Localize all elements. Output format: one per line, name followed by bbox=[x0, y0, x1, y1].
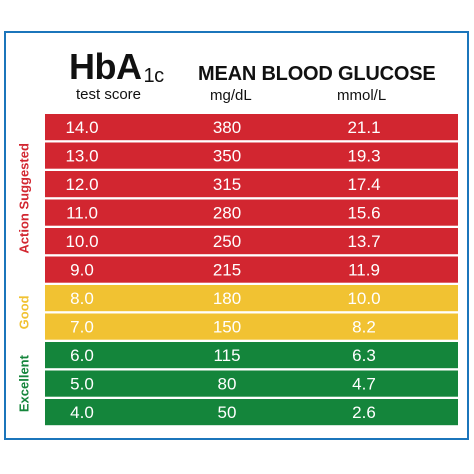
mmol-value: 19.3 bbox=[347, 147, 380, 166]
mmol-value: 2.6 bbox=[352, 403, 376, 422]
mmol-value: 4.7 bbox=[352, 375, 376, 394]
table-row bbox=[45, 171, 458, 198]
mmol-value: 11.9 bbox=[348, 261, 380, 280]
mmol-value: 13.7 bbox=[347, 232, 380, 251]
hba1c-title: HbA 1c bbox=[69, 46, 165, 87]
hba1c-value: 13.0 bbox=[65, 147, 98, 166]
mmoll-unit-label: mmol/L bbox=[337, 87, 387, 104]
table-row bbox=[45, 313, 458, 340]
table-row bbox=[45, 256, 458, 283]
mgdl-value: 280 bbox=[213, 204, 241, 223]
hba1c-value: 4.0 bbox=[70, 403, 94, 422]
hba1c-value: 7.0 bbox=[70, 318, 94, 337]
mmol-value: 6.3 bbox=[352, 346, 376, 365]
mmol-value: 15.6 bbox=[347, 204, 380, 223]
mmol-value: 10.0 bbox=[347, 289, 380, 308]
mgdl-value: 80 bbox=[218, 375, 237, 394]
mmol-value: 21.1 bbox=[347, 118, 380, 137]
table-row bbox=[45, 370, 458, 397]
mgdl-value: 115 bbox=[213, 346, 240, 365]
mmol-value: 17.4 bbox=[347, 175, 380, 194]
hba1c-value: 14.0 bbox=[65, 118, 98, 137]
mgdl-value: 350 bbox=[213, 147, 241, 166]
table-row bbox=[45, 228, 458, 255]
table-row bbox=[45, 399, 458, 426]
hba1c-value: 11.0 bbox=[66, 204, 98, 223]
hba1c-value: 9.0 bbox=[70, 261, 94, 280]
table-row bbox=[45, 114, 458, 141]
hba1c-value: 10.0 bbox=[65, 232, 98, 251]
mgdl-value: 250 bbox=[213, 232, 241, 251]
mgdl-value: 215 bbox=[213, 261, 241, 280]
table-row bbox=[45, 285, 458, 312]
category-label: Action Suggested bbox=[17, 143, 32, 254]
mgdl-value: 150 bbox=[213, 318, 241, 337]
category-label: Excellent bbox=[17, 354, 32, 412]
hba1c-title-sub: 1c bbox=[143, 65, 165, 87]
mean-blood-glucose-header: MEAN BLOOD GLUCOSE bbox=[198, 63, 436, 85]
mgdl-value: 380 bbox=[213, 118, 241, 137]
hba1c-value: 8.0 bbox=[70, 289, 94, 308]
table-row bbox=[45, 142, 458, 169]
test-score-label: test score bbox=[76, 86, 142, 103]
table-row bbox=[45, 342, 458, 369]
mgdl-unit-label: mg/dL bbox=[210, 87, 252, 104]
mgdl-value: 50 bbox=[218, 403, 237, 422]
hba1c-title-main: HbA bbox=[69, 46, 142, 87]
mmol-value: 8.2 bbox=[352, 318, 376, 337]
hba1c-value: 12.0 bbox=[65, 175, 98, 194]
hba1c-value: 5.0 bbox=[70, 375, 94, 394]
hba1c-value: 6.0 bbox=[70, 346, 94, 365]
category-label: Good bbox=[17, 295, 32, 329]
mgdl-value: 180 bbox=[213, 289, 241, 308]
table-row bbox=[45, 199, 458, 226]
mgdl-value: 315 bbox=[213, 175, 241, 194]
